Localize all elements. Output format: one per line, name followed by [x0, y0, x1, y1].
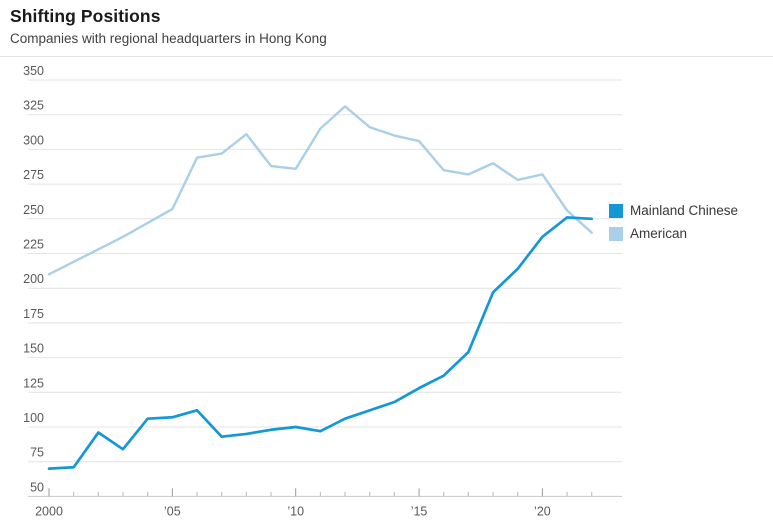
page-title: Shifting Positions — [10, 6, 161, 26]
y-tick-label: 75 — [30, 446, 44, 460]
y-tick-label: 100 — [23, 411, 44, 425]
y-tick-label: 125 — [23, 376, 44, 390]
y-tick-label: 200 — [23, 272, 44, 286]
y-tick-label: 150 — [23, 342, 44, 356]
x-tick-label: 2000 — [35, 504, 63, 518]
chart-subtitle: Companies with regional headquarters in … — [10, 31, 327, 46]
series-line-american — [47, 105, 593, 276]
y-tick-label: 250 — [23, 203, 44, 217]
x-tick-label: ’10 — [287, 504, 304, 518]
legend-label-american: American — [630, 226, 688, 241]
x-tick-label: ’15 — [411, 504, 428, 518]
y-tick-label: 325 — [23, 99, 44, 113]
chart-legend: Mainland Chinese American — [609, 203, 738, 249]
header-divider — [0, 56, 773, 57]
legend-swatch-american — [609, 226, 623, 241]
legend-item-american: American — [609, 226, 738, 241]
legend-item-mainland-chinese: Mainland Chinese — [609, 203, 738, 218]
y-tick-label: 275 — [23, 168, 44, 182]
y-tick-label: 50 — [30, 480, 44, 494]
x-tick-label: ’20 — [534, 504, 551, 518]
legend-swatch-mainland-chinese — [609, 203, 623, 218]
y-tick-label: 175 — [23, 307, 44, 321]
x-tick-label: ’05 — [164, 504, 181, 518]
y-tick-label: 350 — [23, 64, 44, 78]
series-line-mainland-chinese — [47, 216, 594, 470]
y-tick-label: 300 — [23, 133, 44, 147]
legend-label-mainland-chinese: Mainland Chinese — [630, 203, 739, 218]
y-tick-label: 225 — [23, 238, 44, 252]
